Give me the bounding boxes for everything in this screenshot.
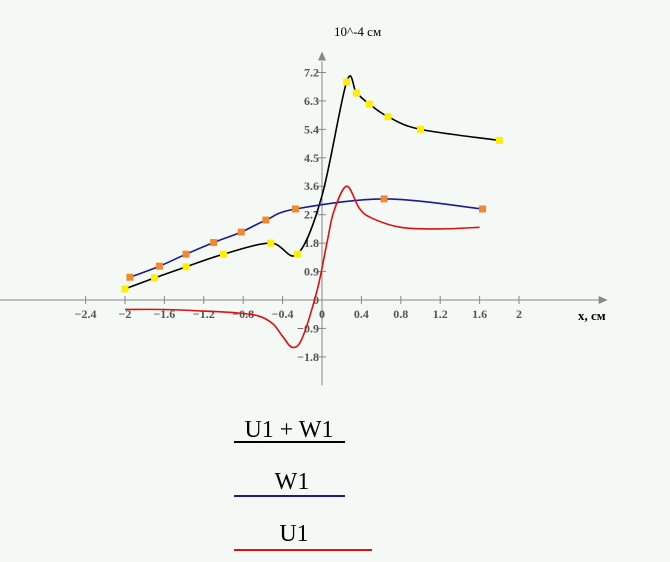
x-tick-label: 0.4 <box>354 307 369 321</box>
data-point-marker <box>291 205 299 213</box>
y-tick-label: 0 <box>313 293 319 307</box>
y-tick-label: 0.9 <box>304 265 319 279</box>
x-tick-label: −2 <box>119 307 132 321</box>
y-tick-label: 4.5 <box>304 151 319 165</box>
legend-entry-w1: W1 <box>234 469 345 497</box>
x-tick-label: 1.2 <box>433 307 448 321</box>
data-point-marker <box>220 250 227 258</box>
x-axis-title: x, см <box>578 308 606 323</box>
y-axis-title: 10^-4 см <box>334 24 381 39</box>
x-tick-label: −0.4 <box>272 307 294 321</box>
data-point-marker <box>121 285 129 293</box>
data-point-marker <box>210 238 218 246</box>
legend-label-u1: U1 <box>279 521 308 547</box>
x-tick-label: 0 <box>319 307 325 321</box>
data-point-marker <box>293 250 301 258</box>
data-point-marker <box>495 136 503 144</box>
data-point-marker <box>479 205 487 213</box>
data-point-marker <box>352 89 360 97</box>
y-tick-label: 3.6 <box>304 179 319 193</box>
data-point-marker <box>384 113 392 121</box>
x-tick-label: 1.6 <box>472 307 487 321</box>
x-tick-label: −1.6 <box>153 307 175 321</box>
y-tick-label: 6.3 <box>304 94 319 108</box>
legend: U1 + W1 W1 U1 <box>234 417 372 551</box>
y-tick-label: −0.9 <box>297 321 319 335</box>
y-tick-label: 7.2 <box>304 65 319 79</box>
y-tick-label: 5.4 <box>304 122 319 136</box>
x-tick-label: 0.8 <box>393 307 408 321</box>
data-point-marker <box>380 195 388 203</box>
legend-entry-sum: U1 + W1 <box>234 417 345 443</box>
data-point-marker <box>155 262 163 270</box>
series-line-u1 <box>124 185 480 349</box>
data-point-marker <box>417 125 424 133</box>
legend-label-sum: U1 + W1 <box>244 417 333 443</box>
data-point-marker <box>151 274 159 282</box>
legend-entry-u1: U1 <box>234 521 372 551</box>
data-point-marker <box>365 100 373 108</box>
data-point-marker <box>343 78 351 86</box>
x-tick-label: −1.2 <box>193 307 215 321</box>
x-tick-label: 2 <box>516 307 522 321</box>
data-point-marker <box>182 263 190 271</box>
plot-markers <box>121 78 503 293</box>
y-axis-arrow <box>318 51 326 61</box>
data-point-marker <box>126 273 134 281</box>
data-point-marker <box>262 216 270 224</box>
y-tick-label: 1.8 <box>304 236 319 250</box>
y-tick-label: −1.8 <box>297 350 319 364</box>
data-point-marker <box>182 250 190 258</box>
data-point-marker <box>237 228 245 236</box>
x-tick-label: −2.4 <box>75 307 97 321</box>
x-axis-arrow <box>598 296 608 304</box>
legend-label-w1: W1 <box>275 469 310 495</box>
data-point-marker <box>267 239 275 247</box>
